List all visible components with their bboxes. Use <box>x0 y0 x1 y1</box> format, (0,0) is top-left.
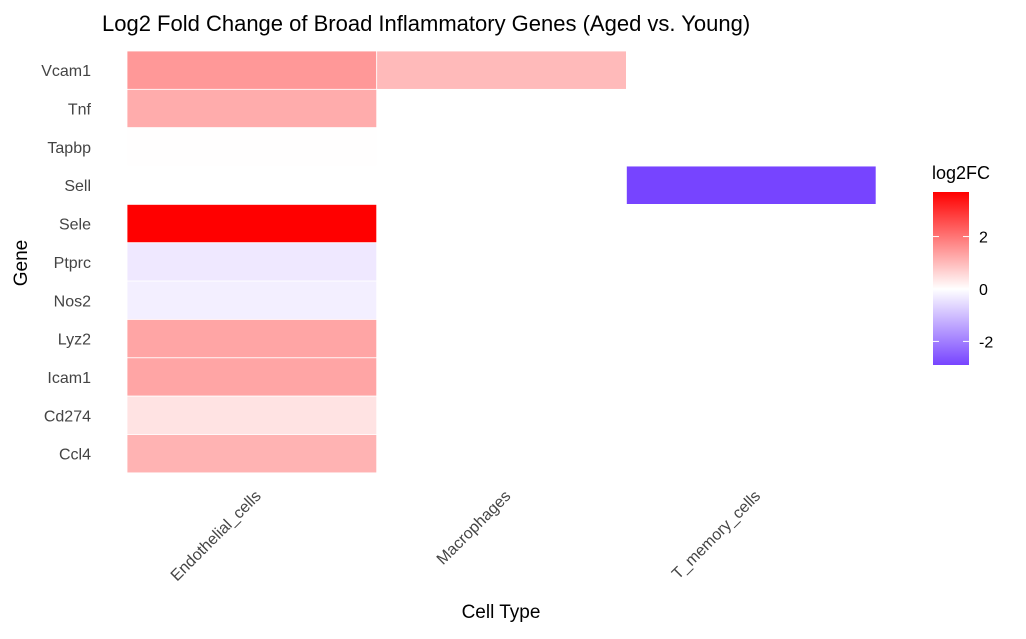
x-tick-labels: Endothelial_cells Macrophages T_memory_cel… <box>168 488 764 585</box>
y-tick-labels: Vcam1 Tnf Tapbp Sell Sele Ptprc Nos2 Lyz2 Icam1 C… <box>41 63 92 464</box>
legend-tick-label: 0 <box>979 282 988 299</box>
y-tick-label-nos2: Nos2 <box>54 293 91 310</box>
y-tick-label-cd274: Cd274 <box>44 408 91 425</box>
heatmap-cell-endothelial-cells-ptprc <box>126 242 378 282</box>
legend-tick-label: -2 <box>979 334 993 351</box>
heatmap-cells <box>126 50 877 474</box>
y-tick-label-ccl4: Ccl4 <box>59 447 91 464</box>
y-tick-label-tapbp: Tapbp <box>47 140 91 157</box>
x-axis-label: Cell Type <box>462 602 541 623</box>
y-tick-label-lyz2: Lyz2 <box>58 332 91 349</box>
heatmap-cell-endothelial-cells-tapbp <box>126 127 378 167</box>
color-legend: log2FC 2 0 -2 <box>932 163 993 365</box>
x-tick-label-t-memory-cells: T_memory_cells <box>669 488 764 583</box>
chart-title: Log2 Fold Change of Broad Inflammatory G… <box>102 11 750 36</box>
x-tick-label-macrophages: Macrophages <box>434 488 515 569</box>
y-tick-label-sell: Sell <box>64 178 91 195</box>
heatmap-cell-endothelial-cells-tnf <box>126 88 378 129</box>
legend-title: log2FC <box>932 163 990 183</box>
x-tick-label-endothelial-cells: Endothelial_cells <box>168 488 265 585</box>
legend-color-bar <box>933 192 969 365</box>
heatmap-cell-macrophages-vcam1 <box>376 50 627 90</box>
y-tick-label-vcam1: Vcam1 <box>41 63 91 80</box>
heatmap-cell-endothelial-cells-ccl4 <box>126 434 378 474</box>
heatmap-cell-t-memory-cells-sell <box>626 165 877 205</box>
y-tick-label-icam1: Icam1 <box>47 370 91 387</box>
heatmap-cell-endothelial-cells-sele <box>126 203 378 244</box>
heatmap-cell-endothelial-cells-cd274 <box>126 395 378 435</box>
legend-ticks: 2 0 -2 <box>933 230 993 351</box>
heatmap-cell-endothelial-cells-lyz2 <box>126 319 378 359</box>
heatmap-cell-endothelial-cells-vcam1 <box>126 50 378 90</box>
heatmap-cell-endothelial-cells-icam1 <box>126 357 378 397</box>
heatmap-cell-endothelial-cells-nos2 <box>126 280 378 320</box>
y-tick-label-tnf: Tnf <box>68 102 92 119</box>
y-tick-label-ptprc: Ptprc <box>54 255 91 272</box>
y-axis-label: Gene <box>11 240 32 286</box>
legend-tick-label: 2 <box>979 230 988 247</box>
y-tick-label-sele: Sele <box>59 217 91 234</box>
